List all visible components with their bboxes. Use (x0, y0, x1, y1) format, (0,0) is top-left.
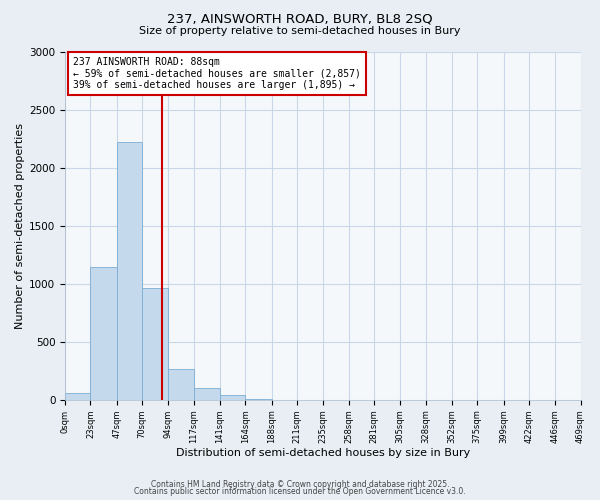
Y-axis label: Number of semi-detached properties: Number of semi-detached properties (15, 122, 25, 328)
Bar (169, 369, 194, 400)
Bar (142, 288, 169, 400)
Text: 237, AINSWORTH ROAD, BURY, BL8 2SQ: 237, AINSWORTH ROAD, BURY, BL8 2SQ (167, 12, 433, 26)
Bar (91, 268, 117, 400)
Text: Contains HM Land Registry data © Crown copyright and database right 2025.: Contains HM Land Registry data © Crown c… (151, 480, 449, 489)
Text: Contains public sector information licensed under the Open Government Licence v3: Contains public sector information licen… (134, 487, 466, 496)
Bar (194, 388, 220, 400)
Bar (245, 398, 272, 400)
Bar (117, 142, 142, 400)
Bar (65, 394, 91, 400)
Text: 237 AINSWORTH ROAD: 88sqm
← 59% of semi-detached houses are smaller (2,857)
39% : 237 AINSWORTH ROAD: 88sqm ← 59% of semi-… (73, 56, 361, 90)
X-axis label: Distribution of semi-detached houses by size in Bury: Distribution of semi-detached houses by … (176, 448, 470, 458)
Text: Size of property relative to semi-detached houses in Bury: Size of property relative to semi-detach… (139, 26, 461, 36)
Bar (220, 395, 245, 400)
